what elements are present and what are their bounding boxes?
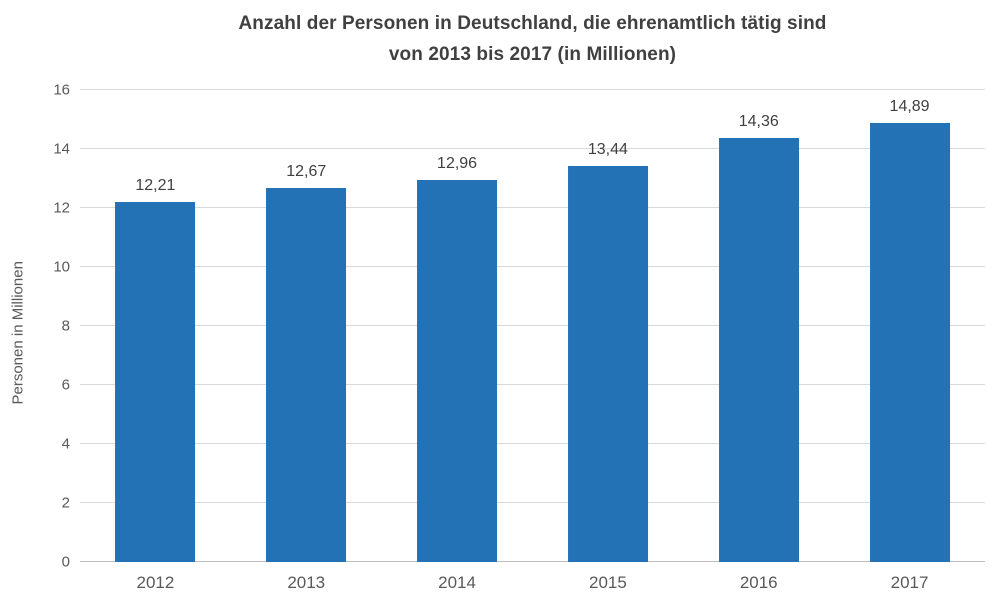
gridline — [80, 207, 985, 208]
bar-value-label: 14,89 — [889, 97, 930, 115]
gridline — [80, 325, 985, 326]
y-axis-tick-label: 6 — [61, 376, 70, 394]
x-axis-label: 2013 — [287, 573, 326, 592]
y-axis-tick-label: 10 — [53, 258, 70, 276]
bar-value-label: 13,44 — [587, 140, 628, 158]
y-axis-tick-label: 16 — [53, 81, 70, 99]
gridline — [80, 502, 985, 503]
x-axis-baseline — [80, 561, 985, 562]
y-axis-tick-label: 8 — [61, 317, 70, 335]
y-axis-tick-label: 4 — [61, 435, 70, 453]
bar-2015 — [567, 165, 648, 562]
bar-slot-2014: 12,96 2014 — [382, 90, 533, 592]
y-axis-tick-label: 14 — [53, 140, 70, 158]
bar-slot-2013: 12,67 2013 — [231, 90, 382, 592]
x-axis-label: 2015 — [588, 573, 627, 592]
gridline — [80, 89, 985, 90]
bar-slot-2012: 12,21 2012 — [80, 90, 231, 592]
bar-2012 — [115, 201, 196, 562]
bar-2014 — [417, 179, 498, 562]
bar-value-label: 12,67 — [286, 163, 327, 181]
x-axis-label: 2012 — [136, 573, 175, 592]
gridline — [80, 266, 985, 267]
bar-value-label: 12,21 — [135, 176, 176, 194]
chart-title-line-1: Anzahl der Personen in Deutschland, die … — [238, 13, 827, 34]
bar-2017 — [869, 122, 950, 562]
bar-slot-2016: 14,36 2016 — [683, 90, 834, 592]
gridline — [80, 384, 985, 385]
x-axis-label: 2014 — [438, 573, 476, 592]
x-axis-label: 2016 — [739, 573, 778, 592]
bar-value-label: 14,36 — [738, 113, 779, 131]
gridline — [80, 148, 985, 149]
chart-title-line-2: von 2013 bis 2017 (in Millionen) — [388, 44, 677, 65]
bar-2016 — [718, 138, 799, 562]
bar-slot-2017: 14,89 2017 — [834, 90, 985, 592]
y-axis-tick-label: 0 — [61, 553, 70, 571]
y-axis-tick-label: 12 — [53, 199, 70, 217]
y-axis-tick-labels: 0 2 4 6 8 10 12 14 16 — [0, 82, 70, 571]
gridline — [80, 443, 985, 444]
bar-2013 — [266, 188, 347, 562]
chart-title: Anzahl der Personen in Deutschland, die … — [80, 8, 985, 70]
y-axis-tick-label: 2 — [61, 494, 70, 512]
bar-value-label: 12,96 — [437, 154, 478, 172]
x-axis-label: 2017 — [890, 573, 929, 592]
bar-slot-2015: 13,44 2015 — [533, 90, 684, 592]
plot-area: 12,21 2012 12,67 2013 12,96 2014 13,44 2015 14,3… — [80, 89, 985, 592]
